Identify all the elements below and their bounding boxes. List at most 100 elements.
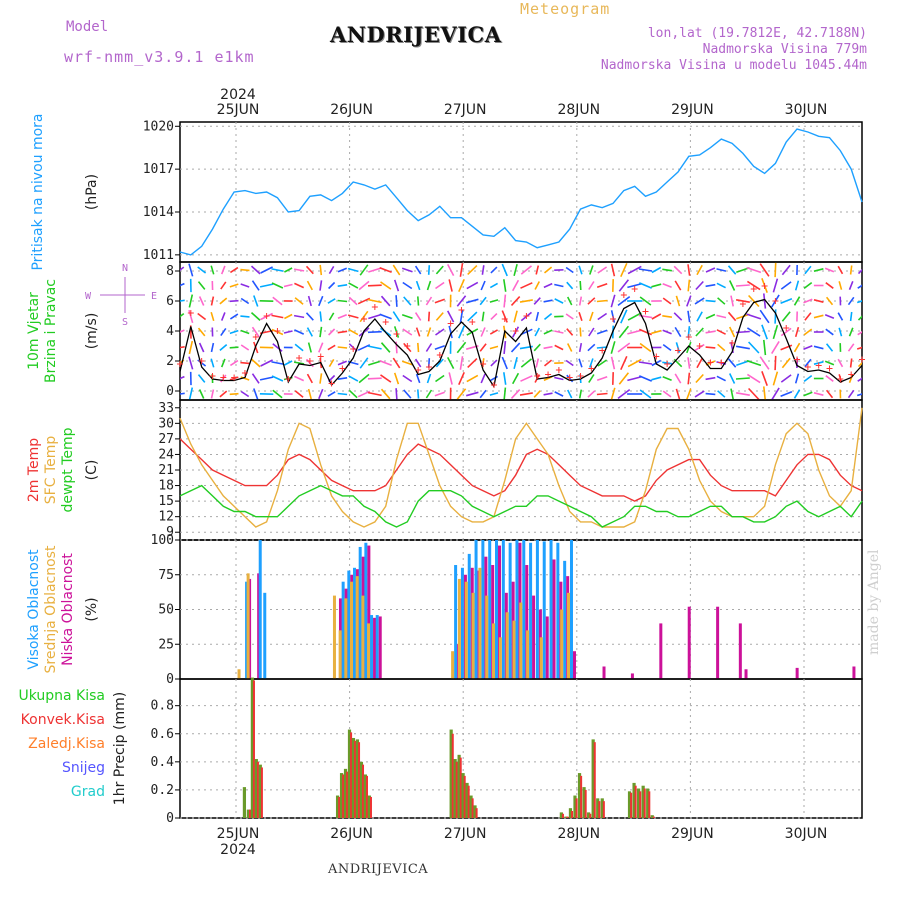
wind-arrow: [480, 327, 486, 337]
wind-arrow: [837, 312, 844, 321]
wind-arrow: [533, 343, 541, 352]
y-tick-label: 33: [158, 401, 174, 416]
panel-frame: [179, 678, 863, 819]
wind-arrow: [379, 267, 392, 273]
wind-arrow: [596, 299, 608, 303]
wind-arrow: [780, 297, 793, 305]
year-label-bottom: 2024: [220, 842, 256, 858]
wind-arrow: [251, 326, 260, 338]
wind-arrow: [458, 278, 465, 293]
wind-arrow: [220, 265, 226, 275]
precip-bar-conv: [358, 742, 361, 818]
cloud-bar-mid: [237, 669, 241, 679]
wind-arrow: [395, 388, 398, 400]
wind-arrow: [627, 375, 643, 382]
wind-arrow: [838, 327, 843, 337]
precip-legend-label: Snijeg: [62, 760, 105, 776]
wind-arrow: [597, 312, 608, 321]
wind-arrow: [466, 281, 479, 290]
cloud-bar-high: [522, 540, 526, 679]
wind-arrow: [763, 386, 767, 400]
precip-bar-total: [650, 815, 654, 818]
wind-arrow: [459, 309, 464, 324]
wind-gust-mark: [750, 286, 757, 292]
y-tick-label: 50: [158, 603, 174, 618]
y-tick-label: 4: [166, 324, 174, 339]
wind-arrow: [730, 388, 734, 400]
precip-bar-total: [367, 795, 371, 818]
precip-bar-total: [461, 773, 465, 818]
wind-arrow: [705, 299, 716, 303]
wind-arrow: [229, 392, 239, 396]
wind-arrow: [793, 342, 801, 353]
wind-arrow: [180, 299, 185, 302]
wind-arrow: [337, 360, 348, 366]
wind-arrow: [415, 280, 421, 291]
precip-bar-total: [600, 798, 604, 818]
wind-arrow: [293, 314, 305, 319]
y-tick-label: 21: [158, 463, 174, 478]
wind-arrow: [848, 327, 854, 337]
precip-bar-total: [473, 805, 477, 818]
precip-bar-conv: [566, 816, 569, 818]
cloud-bar-low: [498, 545, 502, 679]
wind-arrow: [220, 312, 226, 321]
panel-unit: (C): [84, 460, 100, 481]
precip-bar-total: [641, 785, 645, 818]
day-label-bottom: 29JUN: [671, 826, 714, 842]
precip-bar-total: [258, 764, 262, 818]
cloud-bar-high: [375, 615, 379, 679]
cloud-bar-low: [687, 606, 691, 679]
wind-arrow: [348, 389, 358, 399]
wind-arrow: [197, 327, 206, 337]
series-line: [179, 484, 863, 528]
wind-gust-mark: [837, 376, 844, 382]
wind-arrow: [533, 297, 541, 305]
wind-arrow: [596, 329, 608, 335]
wind-arrow: [696, 311, 703, 322]
wind-arrow: [748, 294, 760, 308]
wind-arrow: [294, 343, 304, 352]
wind-arrow: [219, 297, 228, 305]
wind-arrow: [513, 310, 518, 323]
panel-unit: (%): [84, 597, 100, 621]
wind-arrow: [803, 391, 813, 397]
panel-label: dewpt Temp: [60, 427, 76, 512]
wind-arrow: [392, 357, 401, 369]
wind-arrow: [687, 357, 691, 369]
cloud-bar-mid: [478, 567, 482, 679]
cloud-bar-mid: [361, 595, 365, 679]
wind-gust-mark: [469, 319, 476, 325]
wind-arrow: [761, 324, 768, 340]
wind-arrow: [328, 312, 335, 321]
wind-arrow: [180, 392, 185, 395]
y-tick-label: 0: [166, 811, 174, 826]
wind-arrow: [579, 280, 582, 291]
wind-arrow: [271, 361, 284, 365]
precip-bar-total: [637, 788, 641, 818]
wind-arrow: [627, 282, 643, 289]
wind-arrow: [825, 328, 834, 336]
day-label-top: 27JUN: [444, 102, 487, 118]
cloud-bar-high: [358, 546, 362, 679]
wind-arrow: [503, 387, 507, 400]
wind-arrow: [271, 282, 284, 289]
wind-arrow: [759, 309, 770, 324]
wind-arrow: [727, 311, 737, 322]
panel-label: Pritisak na nivou mora: [30, 113, 46, 270]
cloud-bar-low: [257, 573, 261, 679]
wind-arrow: [253, 295, 259, 307]
wind-arrow: [240, 376, 250, 381]
wind-arrow: [662, 329, 672, 335]
wind-arrow: [588, 281, 595, 290]
wind-arrow: [620, 355, 628, 371]
precip-bar-total: [564, 816, 568, 818]
wind-arrow: [520, 282, 533, 289]
wind-arrow: [240, 390, 250, 398]
footer-station: ANDRIJEVICA: [328, 862, 429, 877]
wind-gust-mark: [685, 334, 692, 340]
wind-arrow: [489, 282, 498, 289]
wind-arrow: [849, 265, 853, 275]
cloud-bar-high: [347, 570, 351, 679]
wind-arrow: [446, 357, 455, 369]
